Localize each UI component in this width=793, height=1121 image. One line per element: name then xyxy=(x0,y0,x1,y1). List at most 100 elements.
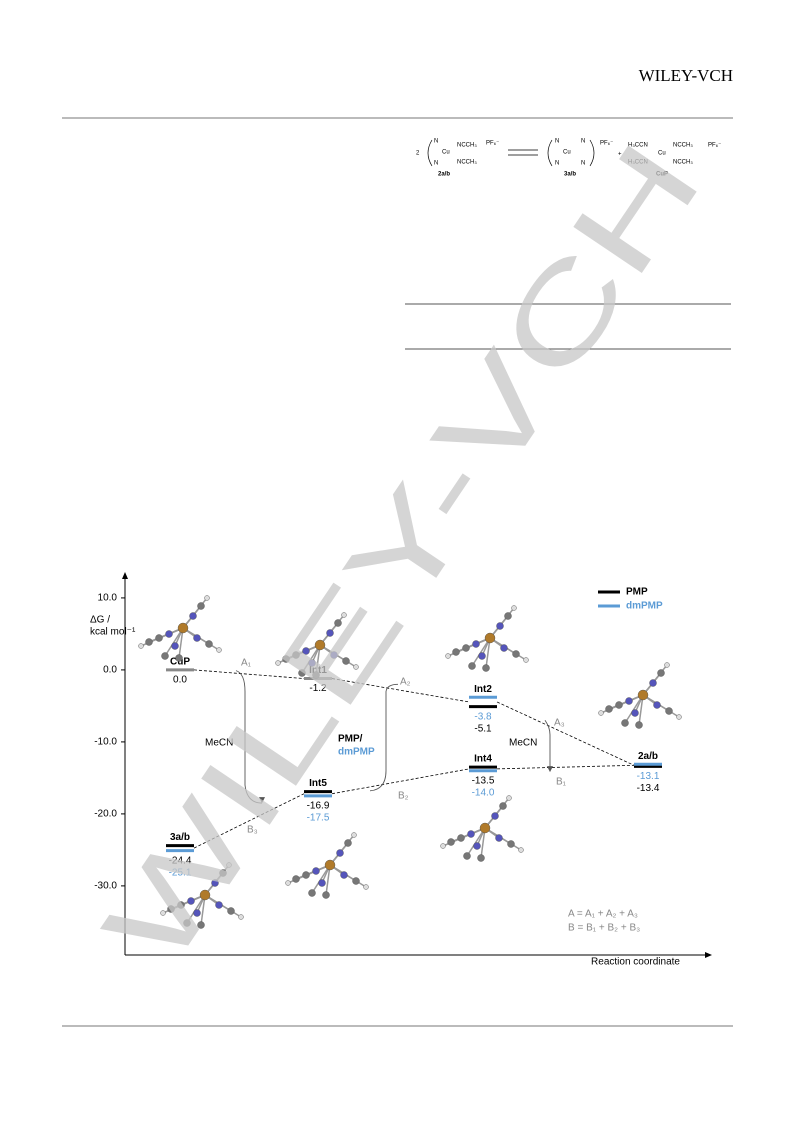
scheme-label: 3a/b xyxy=(564,172,576,178)
bond xyxy=(329,864,367,888)
atom xyxy=(504,612,512,620)
annotation: A = A₁ + A₂ + A₃ xyxy=(568,909,638,920)
atom xyxy=(523,657,529,663)
bond xyxy=(489,637,527,661)
annotation: MeCN xyxy=(205,738,233,749)
atom xyxy=(312,671,320,679)
energy-label: -14.0 xyxy=(472,787,495,798)
atom xyxy=(312,867,320,875)
atom xyxy=(657,669,665,677)
energy-label: -16.9 xyxy=(307,801,330,812)
atom xyxy=(215,901,223,909)
scheme-text: N xyxy=(555,161,559,167)
atom xyxy=(177,622,189,634)
atom xyxy=(298,669,306,677)
atom xyxy=(447,838,455,846)
energy-label: -3.8 xyxy=(474,711,492,722)
atom xyxy=(353,664,359,670)
atom xyxy=(308,889,316,897)
energy-label: -24.4 xyxy=(169,855,192,866)
atom xyxy=(219,869,227,877)
atom xyxy=(496,622,504,630)
y-tick-label: -20.0 xyxy=(94,809,117,820)
atom xyxy=(341,612,347,618)
atom xyxy=(318,879,326,887)
scheme-text: PF₆⁻ xyxy=(708,143,721,149)
atom xyxy=(193,909,201,917)
atom xyxy=(482,664,490,672)
scheme-text: N xyxy=(581,139,585,145)
atom xyxy=(322,891,330,899)
scheme-text: N xyxy=(434,161,438,167)
y-tick-label: -30.0 xyxy=(94,881,117,892)
energy-label: -1.2 xyxy=(309,683,327,694)
atom xyxy=(507,840,515,848)
scheme-text: NCCH₃ xyxy=(457,143,477,149)
atom xyxy=(635,721,643,729)
atom xyxy=(199,889,211,901)
atom xyxy=(285,880,291,886)
bond xyxy=(427,139,433,167)
annotation: B₃ xyxy=(247,825,258,836)
energy-label: 0.0 xyxy=(173,675,187,686)
atom xyxy=(205,640,213,648)
scheme-text: 2 xyxy=(416,151,420,157)
atom xyxy=(187,897,195,905)
atom xyxy=(171,642,179,650)
state-label: Int4 xyxy=(474,754,492,765)
atom xyxy=(511,605,517,611)
atom xyxy=(193,634,201,642)
path-connector xyxy=(331,678,470,703)
atom xyxy=(477,854,485,862)
atom xyxy=(177,901,185,909)
publisher-logo: WILEY-VCH xyxy=(639,66,733,85)
atom xyxy=(302,871,310,879)
bond xyxy=(471,637,491,667)
path-connector xyxy=(496,701,635,766)
bond xyxy=(484,827,522,851)
state-label: CuP xyxy=(170,657,190,668)
atom xyxy=(605,705,613,713)
atom xyxy=(637,689,649,701)
annotation: A₂ xyxy=(400,677,411,688)
scheme: 2 N N Cu NCCH₃ NCCH₃ PF₆⁻ 2a/b N N Cu N … xyxy=(416,139,721,178)
scheme-text: NCCH₃ xyxy=(673,160,693,166)
atom xyxy=(512,650,520,658)
annotation: MeCN xyxy=(509,738,537,749)
atom xyxy=(479,822,491,834)
atom xyxy=(363,884,369,890)
y-tick-label: 0.0 xyxy=(103,665,117,676)
atom xyxy=(467,830,475,838)
energy-diagram: 10.0 0.0 -10.0 -20.0 -30.0 ΔG /kcal mol⁻¹ Reac… xyxy=(90,572,712,968)
bond xyxy=(186,894,206,924)
atom xyxy=(204,595,210,601)
atom xyxy=(473,842,481,850)
atom xyxy=(197,602,205,610)
atom xyxy=(175,654,183,662)
atom xyxy=(155,634,163,642)
atom xyxy=(160,910,166,916)
bond xyxy=(642,694,680,718)
atom xyxy=(342,657,350,665)
bond xyxy=(164,627,184,657)
state-label: 2a/b xyxy=(638,751,658,762)
y-tick-label: 10.0 xyxy=(98,593,118,604)
atom xyxy=(282,655,290,663)
state-label: Int1 xyxy=(309,665,327,676)
atom xyxy=(216,647,222,653)
scheme-text: H₃CCN xyxy=(628,160,648,166)
atom xyxy=(292,875,300,883)
legend-label: PMP xyxy=(626,587,648,598)
atom xyxy=(292,651,300,659)
legend-label: dmPMP xyxy=(626,601,663,612)
atom xyxy=(440,843,446,849)
equilibrium-arrow xyxy=(508,149,538,156)
atom xyxy=(598,710,604,716)
annotation: dmPMP xyxy=(338,747,375,758)
atom xyxy=(518,847,524,853)
bond xyxy=(182,627,220,651)
energy-label: -13.5 xyxy=(472,775,495,786)
atom xyxy=(664,662,670,668)
annotation: B₁ xyxy=(556,777,567,788)
atom xyxy=(330,651,338,659)
